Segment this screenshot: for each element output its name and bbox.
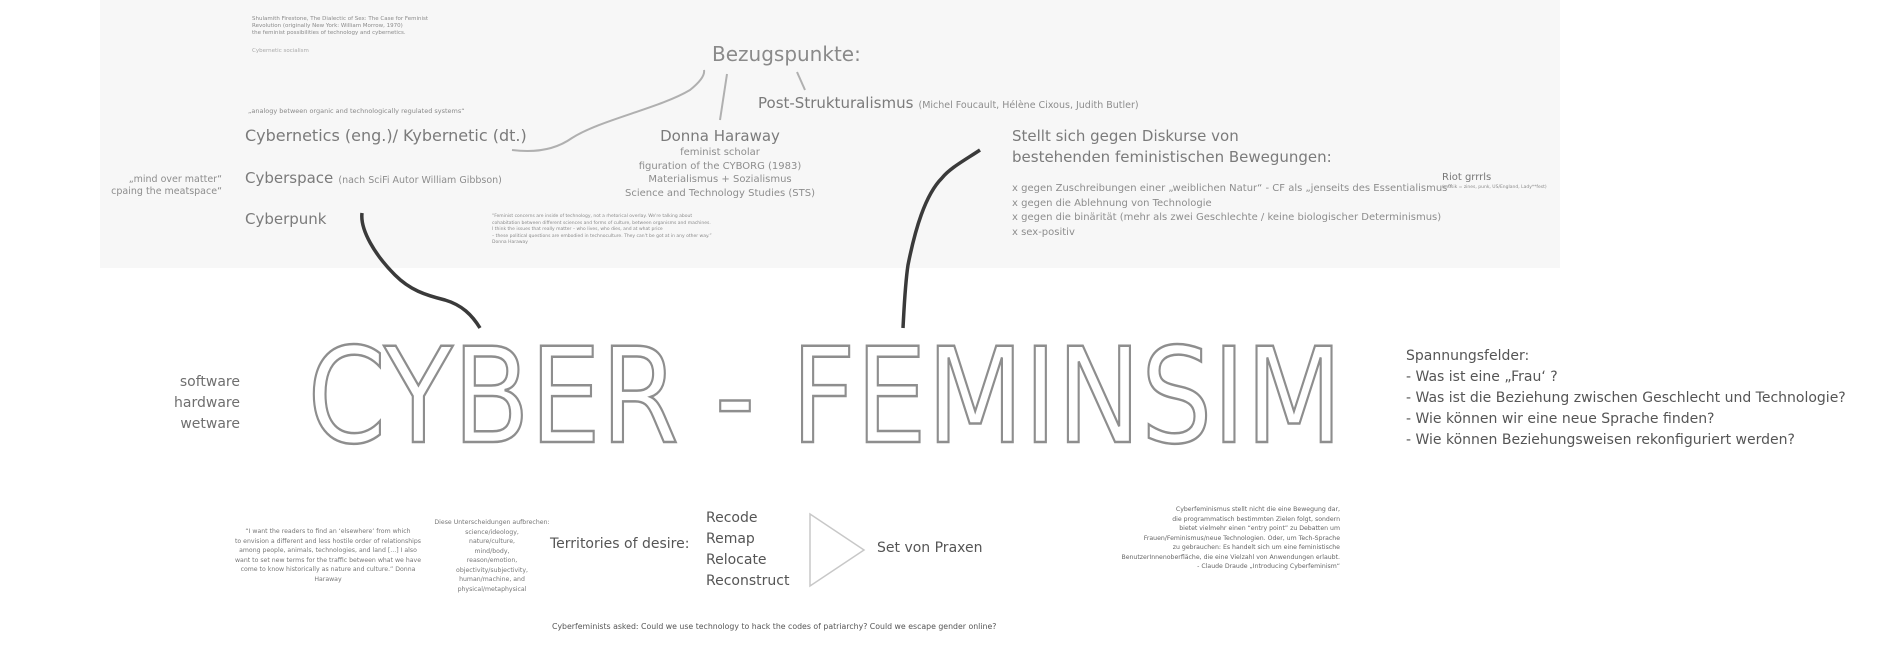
unterscheidung-line: physical/metaphysical [457,585,527,593]
quote-line: Donna Haraway [492,240,528,245]
riot-note: (musik = zines, punk, US/England, Lady**… [1442,185,1547,190]
unterscheidung-line: mind/body, [474,547,510,555]
haraway-line: Materialismus + Sozialismus [648,174,792,185]
recode-item: Recode [706,510,758,526]
analogy-note: „analogy between organic and technologic… [248,107,465,115]
recode-list: Recode Remap Relocate Reconstruct [706,508,789,592]
stellt-line: Stellt sich gegen Diskurse von [1012,127,1239,145]
recode-item: Relocate [706,552,767,568]
ware-list: software hardware wetware [120,372,240,435]
quote-line: – these political questions are embodied… [492,233,712,239]
post-strukturalismus: Post-Strukturalismus (Michel Foucault, H… [758,93,1139,113]
spannung-item: - Was ist die Beziehung zwischen Geschle… [1406,390,1846,406]
gegen-item: x sex-positiv [1012,226,1075,238]
cybernetics-label: Cybernetics (eng.)/ Kybernetic (dt.) [245,126,527,145]
mind-over-matter: „mind over matter“ cpaing the meatspace“ [100,174,222,198]
haraway-line: figuration of the CYBORG (1983) [638,160,802,172]
unterscheidung-line: reason/emotion, [466,557,518,564]
cf-line: Frauen/Feminismus/neue Technologien. Ode… [1143,534,1340,542]
quote-line: I think the issues that really matter – … [492,227,663,232]
post-strukturalismus-label: Post-Strukturalismus [758,94,914,112]
citation-firestone: Shulamith Firestone, The Dialectic of Se… [252,16,428,37]
cf-line: BenutzerInnenoberfläche, die eine Vielza… [1121,553,1340,561]
haraway-line: feminist scholar [680,147,760,158]
haraway-quote: “Feminist concerns are inside of technol… [492,214,712,247]
unterscheidung-line: objectivity/subjectivity, [456,566,528,574]
line-stellt-title [901,148,981,329]
haraway-block: Donna Haraway feminist scholar figuratio… [615,126,825,200]
line-cybernetics-bezug [511,69,706,153]
cybernetic-socialism: Cybernetic socialism [252,48,309,54]
quote-line: want to set new terms for the traffic be… [234,556,422,564]
unterscheidungen: Diese Unterscheidungen aufbrechen: scien… [432,518,552,594]
quote-line: among people, animals, technologies, and… [239,547,417,554]
line-cyberpunk-title [360,212,482,329]
ware-item: wetware [180,416,240,432]
unterscheidung-line: Diese Unterscheidungen aufbrechen: [434,519,550,526]
quote-line: “Feminist concerns are inside of technol… [492,214,693,219]
cf-line: - Claude Draude „Introducing Cyberfemini… [1197,563,1340,570]
unterscheidung-line: science/ideology, [465,528,519,536]
haraway-elsewhere-quote: “I want the readers to find an ‘elsewher… [228,527,428,584]
spannung-item: - Wie können Beziehungsweisen rekonfigur… [1406,432,1795,448]
mind-line: „mind over matter“ [128,174,222,185]
mind-line: cpaing the meatspace“ [111,186,222,197]
gegen-item: x gegen die Ablehnung von Technologie [1012,197,1212,209]
post-strukturalismus-names: (Michel Foucault, Hélène Cixous, Judith … [918,100,1139,111]
riot-grrrls: Riot grrrls [1442,172,1492,183]
gegen-item: x gegen die binärität (mehr als zwei Ges… [1012,212,1442,223]
stellt-heading: Stellt sich gegen Diskurse von bestehend… [1012,126,1332,168]
citation-line: the feminist possibilities of technology… [252,30,406,36]
cf-line: bietet vielmehr einen “entry point” zu D… [1179,525,1340,532]
cyberspace-note: (nach SciFi Autor William Gibbson) [338,175,502,186]
cyberspace-label: Cyberspace [245,169,334,187]
main-title-text: CYBER - FEMINSIM [308,332,1343,452]
recode-item: Remap [706,531,755,547]
spannung-title: Spannungsfelder: [1406,348,1530,364]
quote-line: “I want the readers to find an ‘elsewher… [245,528,411,535]
cyberpunk-label: Cyberpunk [245,210,327,228]
gegen-list: x gegen Zuschreibungen einer „weiblichen… [1012,182,1453,240]
cf-line: die programmatisch bestimmten Zielen fol… [1172,515,1340,523]
haraway-line: Science and Technology Studies (STS) [624,187,815,199]
ware-item: hardware [174,395,240,411]
arrow-triangle-icon [809,512,866,588]
cf-line: Cyberfeminismus stellt nicht die eine Be… [1175,506,1340,513]
cyberspace: Cyberspace (nach SciFi Autor William Gib… [245,168,502,188]
gegen-item: x gegen Zuschreibungen einer „weiblichen… [1012,183,1453,194]
unterscheidung-line: nature/culture, [469,538,515,545]
quote-line: to envision a different and less hostile… [234,537,421,545]
territories-label: Territories of desire: [550,536,690,552]
line-post-bezug [796,71,806,91]
quote-line: come to know historically as nature and … [240,566,416,583]
recode-item: Reconstruct [706,573,790,589]
line-haraway-bezug [719,73,728,121]
ware-item: software [179,374,240,390]
cyberfeminismus-text: Cyberfeminismus stellt nicht die eine Be… [1090,505,1340,572]
spannung-item: - Wie können wir eine neue Sprache finde… [1406,411,1715,427]
haraway-name: Donna Haraway [660,127,780,145]
bezugspunkte-heading: Bezugspunkte: [712,42,861,66]
main-title: CYBER - FEMINSIM [306,332,1344,452]
citation-line: Revolution (originally New York: William… [252,23,403,29]
cyberfeminists-asked: Cyberfeminists asked: Could we use techn… [552,622,997,631]
stellt-line: bestehenden feministischen Bewegungen: [1012,148,1332,166]
spannung-item: - Was ist eine „Frau‘ ? [1406,369,1558,385]
unterscheidung-line: human/machine, and [459,576,525,583]
citation-line: Shulamith Firestone, The Dialectic of Se… [252,16,429,22]
praxen-label: Set von Praxen [877,540,983,556]
quote-line: cohabitation between different sciences … [492,220,711,226]
spannungsfelder: Spannungsfelder: - Was ist eine „Frau‘ ?… [1406,346,1846,451]
cf-line: zu gebrauchen: Es handelt sich um eine f… [1172,544,1340,551]
reference-panel [100,0,1560,268]
